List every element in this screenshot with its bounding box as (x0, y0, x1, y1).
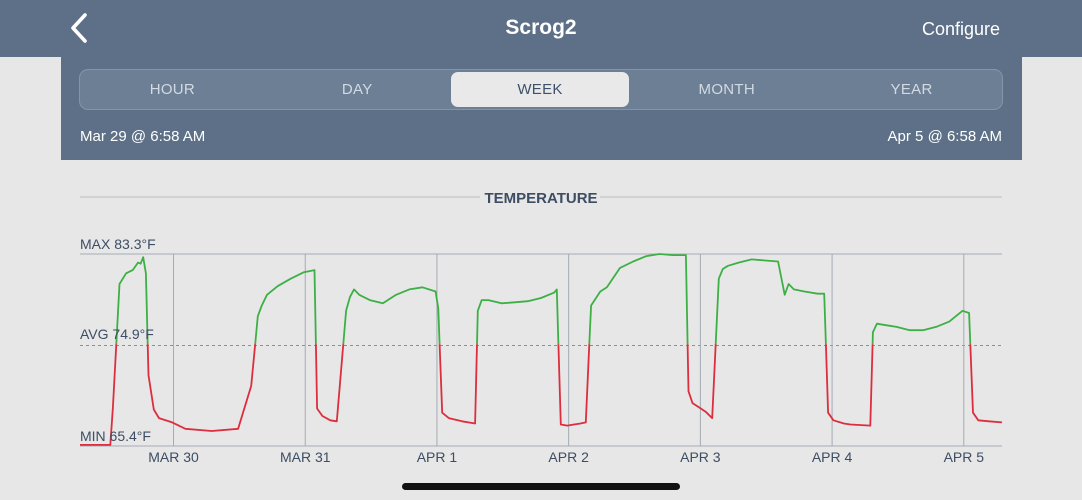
series-segment-below-avg (146, 344, 257, 432)
series-segment-below-avg (80, 344, 118, 446)
max-label: MAX 83.3°F (80, 236, 156, 252)
x-tick-label: APR 5 (944, 449, 985, 465)
x-tick-label: MAR 31 (280, 449, 331, 465)
x-tick-label: APR 2 (548, 449, 589, 465)
page-title: Scrog2 (505, 16, 577, 39)
tab-hour[interactable]: HOUR (149, 81, 196, 98)
avg-label: AVG 74.9°F (80, 326, 154, 342)
series-segment-below-avg (825, 344, 874, 427)
series-segment-above-avg (254, 269, 317, 345)
series-segment-above-avg (714, 258, 827, 345)
series-segment-below-avg (315, 344, 345, 423)
tab-month[interactable]: MONTH (698, 81, 756, 98)
tab-week[interactable]: WEEK (451, 72, 629, 107)
range-panel: HOUR DAY WEEK MONTH YEAR Mar 29 @ 6:58 A… (61, 57, 1022, 160)
x-tick-label: APR 1 (417, 449, 458, 465)
series-segment-below-avg (686, 344, 717, 420)
range-end-label: Apr 5 @ 6:58 AM (887, 128, 1002, 145)
min-label: MIN 65.4°F (80, 428, 151, 444)
x-tick-label: MAR 30 (148, 449, 199, 465)
chart-title: TEMPERATURE (484, 190, 597, 207)
series-segment-above-avg (871, 309, 972, 345)
x-tick-label: APR 4 (812, 449, 853, 465)
range-start-label: Mar 29 @ 6:58 AM (80, 128, 206, 145)
series-segment-below-avg (438, 344, 478, 425)
x-tick-label: APR 3 (680, 449, 721, 465)
tab-day[interactable]: DAY (341, 81, 373, 98)
series-segment-above-avg (342, 286, 441, 345)
home-indicator (402, 483, 680, 490)
chevron-left-icon (71, 13, 87, 43)
nav-bar: Scrog2 Configure (0, 0, 1082, 57)
series-segment-above-avg (476, 288, 560, 345)
series-segment-above-avg (588, 253, 689, 345)
series-segment-below-avg (557, 344, 591, 427)
configure-button[interactable]: Configure (921, 19, 1000, 39)
tab-year[interactable]: YEAR (890, 81, 933, 98)
back-button[interactable] (62, 10, 98, 46)
series-segment-below-avg (969, 344, 1003, 424)
range-segmented-control: HOUR DAY WEEK MONTH YEAR (79, 69, 1003, 110)
series-segment-above-avg (115, 256, 149, 345)
